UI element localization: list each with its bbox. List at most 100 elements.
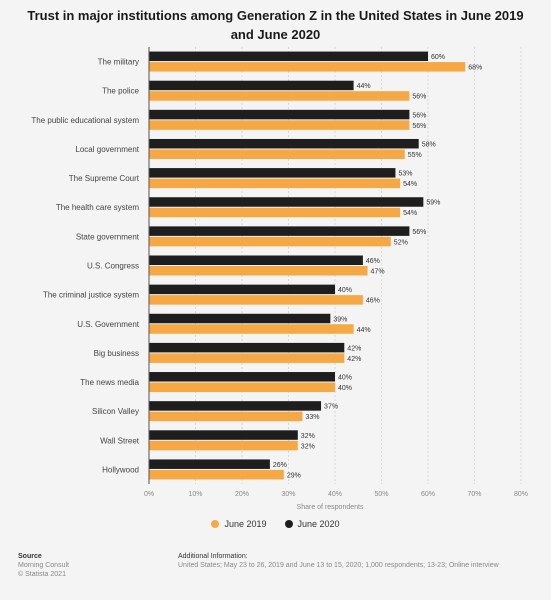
bar xyxy=(149,138,419,149)
category-label: The criminal justice system xyxy=(43,291,139,300)
bar xyxy=(149,372,335,382)
legend-dot-icon xyxy=(211,520,220,528)
category-label: The health care system xyxy=(56,203,139,212)
bar xyxy=(149,284,335,295)
data-label: 39% xyxy=(333,316,347,323)
source-line: © Statista 2021 xyxy=(18,571,66,578)
bar xyxy=(149,120,410,130)
category-label: Hollywood xyxy=(102,465,139,474)
legend-label: June 2020 xyxy=(297,519,340,529)
x-tick-label: 40% xyxy=(328,491,342,498)
bar xyxy=(149,324,354,334)
data-label: 54% xyxy=(403,210,417,217)
data-label: 40% xyxy=(338,287,352,294)
x-tick-label: 60% xyxy=(421,491,435,498)
legend-item-june-2020[interactable]: June 2020 xyxy=(284,519,340,529)
bar xyxy=(149,401,322,411)
bar xyxy=(149,295,363,305)
category-label: The police xyxy=(102,87,139,96)
chart-legend: June 2019 June 2020 xyxy=(0,519,551,529)
data-label: 56% xyxy=(412,123,426,130)
data-label: 40% xyxy=(338,385,352,392)
x-tick-label: 0% xyxy=(144,491,154,498)
bar xyxy=(149,411,303,422)
category-label: The public educational system xyxy=(31,116,139,125)
data-label: 46% xyxy=(366,298,380,305)
chart-title: Trust in major institutions among Genera… xyxy=(27,8,524,42)
additional-info-heading: Additional Information: xyxy=(178,553,248,560)
x-tick-label: 80% xyxy=(514,491,528,498)
data-label: 52% xyxy=(394,239,408,246)
bar xyxy=(149,236,391,247)
bar xyxy=(149,91,410,101)
bar xyxy=(149,80,354,91)
category-label: Big business xyxy=(94,349,139,358)
data-label: 26% xyxy=(273,462,287,469)
x-tick-label: 50% xyxy=(374,491,388,498)
bar xyxy=(149,62,466,72)
data-label: 40% xyxy=(338,375,352,382)
bar xyxy=(149,313,331,324)
data-label: 68% xyxy=(468,65,482,72)
category-label: Wall Street xyxy=(100,436,140,445)
bar xyxy=(149,207,401,218)
additional-info-block: Additional Information: United States; M… xyxy=(178,552,499,570)
bar xyxy=(149,168,396,178)
source-line: Morning Consult xyxy=(18,562,69,569)
category-label: U.S. Congress xyxy=(87,262,139,271)
category-label: State government xyxy=(76,232,140,241)
data-label: 47% xyxy=(371,269,385,276)
data-label: 37% xyxy=(324,404,338,411)
data-label: 54% xyxy=(403,181,417,188)
bar xyxy=(149,255,363,265)
data-label: 44% xyxy=(357,83,371,90)
data-label: 46% xyxy=(366,258,380,265)
x-tick-label: 70% xyxy=(467,491,481,498)
category-label: The military xyxy=(98,58,139,67)
legend-item-june-2019[interactable]: June 2019 xyxy=(211,519,267,529)
data-label: 56% xyxy=(412,229,426,236)
x-axis-title: Share of respondents xyxy=(297,504,364,511)
x-tick-label: 10% xyxy=(188,491,202,498)
data-label: 42% xyxy=(347,356,361,363)
data-label: 56% xyxy=(412,112,426,119)
data-label: 55% xyxy=(408,152,422,159)
source-heading: Source xyxy=(18,553,42,560)
legend-label: June 2019 xyxy=(224,519,267,529)
bar xyxy=(149,109,410,120)
bar xyxy=(149,353,345,363)
data-label: 33% xyxy=(305,414,319,421)
bar xyxy=(149,440,298,451)
data-label: 59% xyxy=(426,200,440,207)
bar xyxy=(149,178,401,189)
data-label: 29% xyxy=(287,472,301,479)
bar xyxy=(149,382,335,393)
x-tick-label: 20% xyxy=(235,491,249,498)
bar xyxy=(149,266,368,276)
category-label: U.S. Government xyxy=(77,320,140,329)
bar xyxy=(149,226,410,236)
bar xyxy=(149,459,270,469)
category-label: Silicon Valley xyxy=(92,407,139,416)
data-label: 56% xyxy=(412,94,426,101)
data-label: 32% xyxy=(301,443,315,450)
bar xyxy=(149,149,405,159)
category-label: The news media xyxy=(80,378,139,387)
additional-info-text: United States; May 23 to 26, 2019 and Ju… xyxy=(178,562,499,569)
bar xyxy=(149,469,284,480)
legend-dot-icon xyxy=(284,520,293,528)
data-label: 42% xyxy=(347,345,361,352)
bar xyxy=(149,342,345,353)
data-label: 44% xyxy=(357,327,371,334)
bar-chart: 0% 10% 20% 30% 40% 50% 60% 70% 80% Share of respo… xyxy=(31,47,528,511)
data-label: 53% xyxy=(398,171,412,178)
bar xyxy=(149,430,298,440)
source-block: Source Morning Consult © Statista 2021 xyxy=(18,552,69,579)
data-label: 32% xyxy=(301,433,315,440)
category-label: The Supreme Court xyxy=(69,174,140,183)
data-label: 58% xyxy=(422,141,436,148)
data-label: 60% xyxy=(431,54,445,61)
category-label: Local government xyxy=(75,145,139,154)
bar xyxy=(149,197,424,207)
bar xyxy=(149,51,428,62)
